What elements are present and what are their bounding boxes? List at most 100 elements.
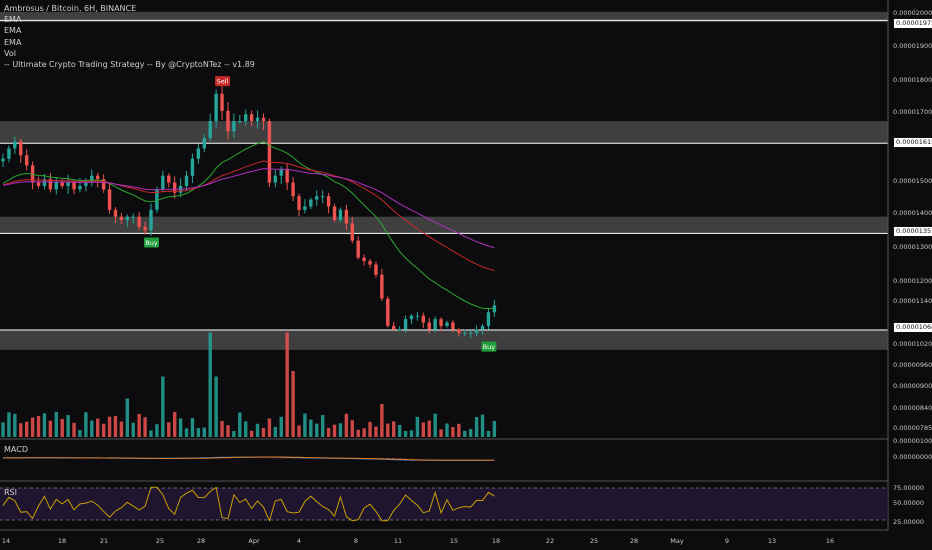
- volume-bar: [285, 333, 288, 438]
- candle-body: [13, 142, 16, 149]
- volume-bar: [475, 417, 478, 437]
- candle-body: [481, 326, 484, 329]
- volume-bar: [96, 419, 99, 437]
- macd-label: MACD: [4, 445, 28, 454]
- volume-bar: [386, 424, 389, 437]
- price-box-1: 0.00001975: [893, 18, 932, 29]
- rsi-tick-label: 25.00000: [893, 518, 924, 526]
- price-tick-label-partial: 0.00002000: [893, 9, 932, 17]
- candle-body: [433, 319, 436, 329]
- chart-legend: Ambrosus / Bitcoin, 6H, BINANCE EMA EMA …: [4, 3, 255, 70]
- candle: [362, 254, 365, 265]
- volume-bar: [410, 430, 413, 437]
- sr-zone: [0, 121, 888, 143]
- candle: [173, 176, 176, 198]
- volume-bar: [137, 414, 140, 437]
- time-tick-label: 28: [630, 537, 638, 545]
- candle-body: [392, 326, 395, 329]
- candle: [374, 262, 377, 278]
- candle-body: [374, 264, 377, 274]
- volume-bar: [433, 414, 436, 437]
- volume-bar: [13, 414, 16, 437]
- volume-bar: [1, 422, 4, 437]
- candle: [339, 207, 342, 222]
- signal-label: Sell: [217, 78, 229, 86]
- candle-body: [451, 323, 454, 330]
- volume-bar: [7, 412, 10, 437]
- candle-body: [357, 241, 360, 258]
- candle-body: [114, 210, 117, 217]
- candle: [37, 176, 40, 188]
- rsi-tick-label: 75.00000: [893, 484, 924, 492]
- volume-bar: [380, 404, 383, 437]
- volume-bar: [185, 428, 188, 437]
- indicator-volume[interactable]: Vol: [4, 48, 255, 59]
- volume-bar: [55, 412, 58, 437]
- candle: [315, 190, 318, 206]
- time-tick-label: 11: [394, 537, 402, 545]
- indicator-ema-3[interactable]: EMA: [4, 37, 255, 48]
- candle: [321, 190, 324, 203]
- time-tick-label: 25: [156, 537, 164, 545]
- price-tick-label: 0.00001300: [893, 243, 932, 251]
- candle-body: [220, 94, 223, 111]
- volume-bar: [37, 416, 40, 437]
- volume-bar: [333, 425, 336, 437]
- candle: [1, 153, 4, 167]
- volume-bar: [463, 431, 466, 437]
- signal-label: Buy: [145, 239, 158, 247]
- candle: [179, 178, 182, 197]
- candle: [285, 164, 288, 190]
- candle-body: [7, 148, 10, 158]
- volume-bar: [321, 415, 324, 437]
- time-tick-label: Apr: [248, 537, 260, 545]
- time-tick-label: 13: [768, 537, 776, 545]
- candle: [445, 321, 448, 328]
- price-tick-label: 0.00001200: [893, 277, 932, 285]
- candle-body: [143, 227, 146, 230]
- candle-body: [439, 319, 442, 326]
- volume-bar: [84, 412, 87, 437]
- candle-body: [428, 323, 431, 330]
- candle-body: [368, 261, 371, 264]
- candle-body: [362, 258, 365, 261]
- candle-body: [232, 121, 235, 131]
- candle: [422, 313, 425, 329]
- volume-bar: [209, 333, 212, 438]
- candle: [55, 177, 58, 194]
- volume-bar: [309, 420, 312, 437]
- volume-bar: [214, 377, 217, 438]
- candle-body: [137, 217, 140, 227]
- candle-body: [327, 196, 330, 206]
- candle-body: [351, 224, 354, 241]
- signal-markers: Sell Buy Buy: [144, 76, 496, 351]
- volume-bar: [167, 422, 170, 437]
- macd-histogram-bar: [398, 458, 401, 459]
- candle-body: [457, 329, 460, 332]
- ema-mid-line: [3, 161, 494, 271]
- candle-body: [285, 169, 288, 183]
- volume-bar: [362, 428, 365, 437]
- volume-bar: [291, 371, 294, 437]
- rsi-label: RSI: [4, 488, 17, 497]
- time-tick-label: 9: [725, 537, 729, 545]
- candle: [410, 314, 413, 324]
- indicator-ema-1[interactable]: EMA: [4, 14, 255, 25]
- volume-bar: [31, 418, 34, 437]
- volume-bar: [357, 430, 360, 437]
- time-tick-label: 4: [297, 537, 301, 545]
- volume-bar: [374, 427, 377, 437]
- pane-dividers: [0, 0, 888, 530]
- volume-bar: [445, 423, 448, 437]
- candle: [309, 197, 312, 209]
- indicator-ema-2[interactable]: EMA: [4, 25, 255, 36]
- macd-tick-label: 0.00000000: [893, 453, 932, 461]
- candle: [31, 162, 34, 190]
- volume-bar: [493, 421, 496, 437]
- volume-bar: [327, 428, 330, 437]
- candle-body: [487, 312, 490, 326]
- indicator-strategy[interactable]: -- Ultimate Crypto Trading Strategy -- B…: [4, 59, 255, 70]
- candle-body: [126, 217, 129, 220]
- sr-zone: [0, 330, 888, 350]
